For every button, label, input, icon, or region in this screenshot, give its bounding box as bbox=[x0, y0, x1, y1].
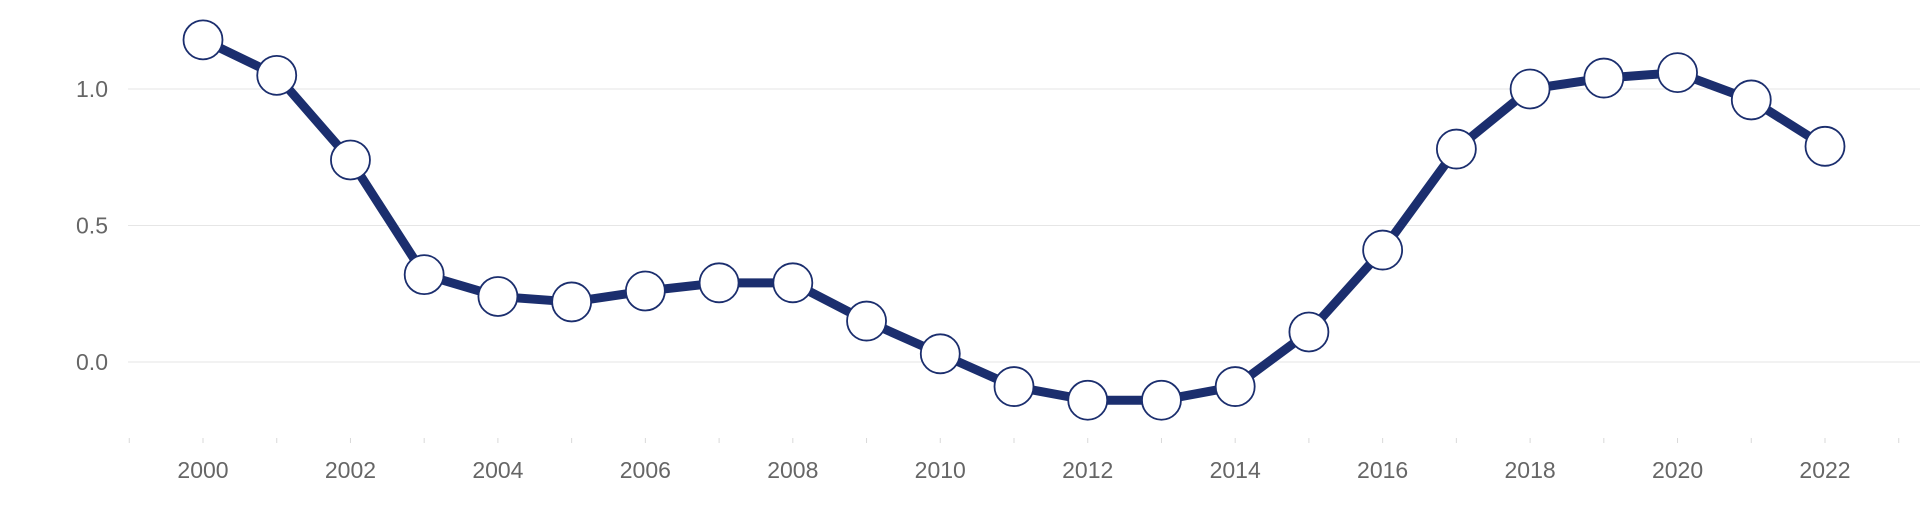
data-point[interactable] bbox=[256, 54, 298, 96]
y-tick-label: 1.0 bbox=[76, 76, 108, 102]
y-tick-label: 0.5 bbox=[76, 213, 108, 239]
x-tick-label: 2004 bbox=[472, 457, 523, 483]
x-tick-label: 2014 bbox=[1210, 457, 1261, 483]
data-point[interactable] bbox=[1730, 79, 1772, 121]
data-point[interactable] bbox=[772, 262, 814, 304]
x-tick-label: 2006 bbox=[620, 457, 671, 483]
x-tick-label: 2020 bbox=[1652, 457, 1703, 483]
y-tick-label: 0.0 bbox=[76, 349, 108, 375]
data-point[interactable] bbox=[403, 254, 445, 296]
data-point[interactable] bbox=[182, 19, 224, 61]
x-tick-label: 2000 bbox=[177, 457, 228, 483]
markers-layer bbox=[182, 19, 1846, 421]
x-tick-label: 2018 bbox=[1505, 457, 1556, 483]
data-point[interactable] bbox=[330, 139, 371, 181]
data-point[interactable] bbox=[698, 262, 740, 304]
data-point[interactable] bbox=[477, 276, 519, 317]
x-tick-label: 2022 bbox=[1799, 457, 1850, 483]
gridlines bbox=[128, 88, 1920, 363]
data-point[interactable] bbox=[1362, 229, 1404, 271]
data-point[interactable] bbox=[993, 366, 1035, 407]
x-axis-ticks bbox=[128, 438, 1900, 443]
data-point[interactable] bbox=[846, 300, 887, 342]
data-point[interactable] bbox=[1657, 52, 1698, 94]
data-point[interactable] bbox=[1214, 366, 1256, 407]
y-axis-tick-labels: 0.0 0.5 1.0 bbox=[76, 76, 108, 375]
x-tick-label: 2016 bbox=[1357, 457, 1408, 483]
data-point[interactable] bbox=[1583, 57, 1625, 99]
x-tick-label: 2002 bbox=[325, 457, 376, 483]
data-point[interactable] bbox=[1141, 379, 1182, 421]
data-point[interactable] bbox=[919, 333, 961, 375]
x-tick-label: 2010 bbox=[915, 457, 966, 483]
data-point[interactable] bbox=[1067, 379, 1109, 421]
data-point[interactable] bbox=[624, 270, 666, 312]
data-point[interactable] bbox=[1509, 68, 1551, 110]
x-tick-label: 2008 bbox=[767, 457, 818, 483]
data-point[interactable] bbox=[1804, 125, 1846, 167]
data-point[interactable] bbox=[551, 281, 593, 323]
x-axis-tick-labels: 2000 2002 2004 2006 2008 2010 2012 2014 2016 2018… bbox=[177, 457, 1850, 483]
x-tick-label: 2012 bbox=[1062, 457, 1113, 483]
data-point[interactable] bbox=[1435, 128, 1477, 170]
series-layer bbox=[198, 35, 1830, 405]
series-line bbox=[198, 35, 1830, 405]
data-point[interactable] bbox=[1288, 311, 1330, 353]
